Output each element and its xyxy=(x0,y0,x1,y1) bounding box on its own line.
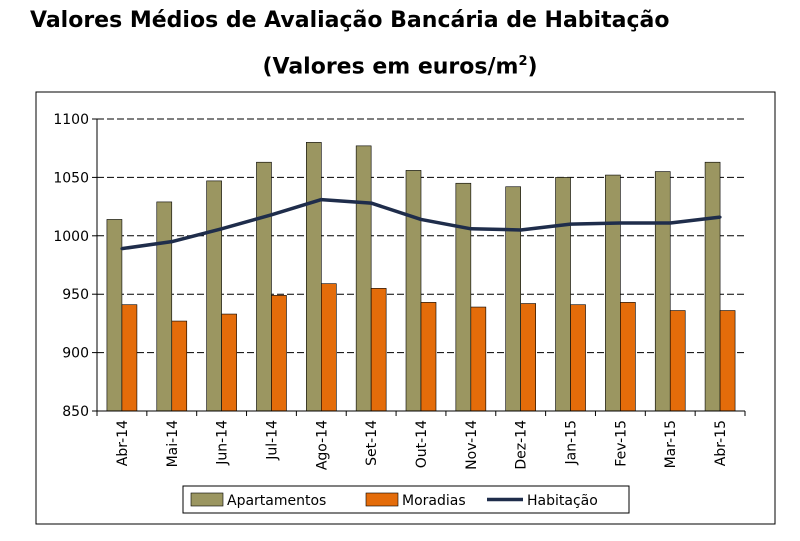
line-point xyxy=(419,217,423,221)
y-tick-label: 900 xyxy=(62,346,89,362)
x-tick-label: Fev-15 xyxy=(613,420,629,467)
bar-moradias xyxy=(221,313,237,412)
line-point xyxy=(618,221,622,225)
subtitle-main: (Valores em euros/m xyxy=(262,54,519,80)
x-tick-label: Nov-14 xyxy=(464,420,480,470)
bar-moradias xyxy=(470,306,487,412)
line-point xyxy=(668,221,672,225)
line-point xyxy=(120,247,124,251)
legend: Apartamentos Moradias Habitação xyxy=(182,485,630,514)
bar-apartamentos xyxy=(405,170,422,412)
bar-apartamentos xyxy=(156,201,173,412)
bar-moradias xyxy=(520,303,536,412)
line-point xyxy=(269,213,273,217)
line-point xyxy=(220,227,224,231)
axes xyxy=(92,118,746,416)
bar-moradias xyxy=(570,304,586,412)
x-tick-label: Out-14 xyxy=(414,420,430,468)
legend-swatch xyxy=(190,492,224,507)
bar-apartamentos xyxy=(106,219,123,412)
x-tick-labels: Abr-14 Mai-14 Jun-14 Jul-14 Ago-14 Set-14 Out-… xyxy=(115,420,729,470)
line-point xyxy=(469,227,473,231)
x-tick-label: Abr-15 xyxy=(713,420,729,466)
bar-moradias xyxy=(321,283,337,412)
bar-moradias xyxy=(121,304,138,412)
bar-apartamentos xyxy=(605,174,621,412)
bar-moradias xyxy=(420,302,437,412)
bar-apartamentos xyxy=(555,177,571,412)
bar-apartamentos xyxy=(505,186,521,412)
y-tick-labels: 850 900 950 1000 1050 1100 xyxy=(53,112,89,420)
bar-moradias xyxy=(271,295,287,412)
x-tick-label: Mar-15 xyxy=(663,420,679,468)
x-tick-label: Jan-15 xyxy=(564,420,580,465)
bar-moradias xyxy=(719,310,736,412)
line-series xyxy=(120,197,722,251)
bar-apartamentos xyxy=(206,180,222,412)
legend-swatch xyxy=(365,492,399,507)
bar-apartamentos xyxy=(256,161,272,412)
line-point xyxy=(369,201,373,205)
bar-moradias xyxy=(370,288,387,412)
chart-title: Valores Médios de Avaliação Bancária de … xyxy=(30,8,670,33)
chart-subtitle: (Valores em euros/m2) xyxy=(0,54,800,79)
legend-box xyxy=(182,485,630,514)
x-tick-label: Mai-14 xyxy=(165,420,181,468)
y-tick-label: 1000 xyxy=(53,229,89,245)
line-point xyxy=(519,228,523,232)
legend-label: Moradias xyxy=(402,493,466,509)
y-tick-label: 950 xyxy=(62,287,89,303)
bar-apartamentos xyxy=(306,142,322,412)
x-tick-label: Ago-14 xyxy=(314,420,330,470)
bar-moradias xyxy=(620,302,636,412)
x-tick-label: Set-14 xyxy=(364,420,380,466)
legend-label: Habitação xyxy=(527,493,598,509)
y-tick-label: 1050 xyxy=(53,170,89,186)
line-point xyxy=(718,215,722,219)
bar-apartamentos xyxy=(704,161,721,412)
x-tick-label: Abr-14 xyxy=(115,420,131,466)
bar-apartamentos xyxy=(455,182,472,412)
line-point xyxy=(569,222,573,226)
bars xyxy=(106,142,736,412)
y-tick-label: 1100 xyxy=(53,112,89,128)
line-point xyxy=(319,198,323,202)
subtitle-end: ) xyxy=(527,54,538,80)
bar-moradias xyxy=(669,310,686,412)
x-tick-label: Dez-14 xyxy=(514,420,530,470)
bar-apartamentos xyxy=(355,145,372,412)
line-point xyxy=(170,240,174,244)
legend-label: Apartamentos xyxy=(227,493,326,509)
bar-apartamentos xyxy=(654,171,671,412)
x-tick-label: Jul-14 xyxy=(264,420,280,461)
x-tick-label: Jun-14 xyxy=(215,420,231,466)
y-tick-label: 850 xyxy=(62,404,89,420)
subtitle-superscript: 2 xyxy=(518,54,528,69)
bar-moradias xyxy=(171,320,188,412)
